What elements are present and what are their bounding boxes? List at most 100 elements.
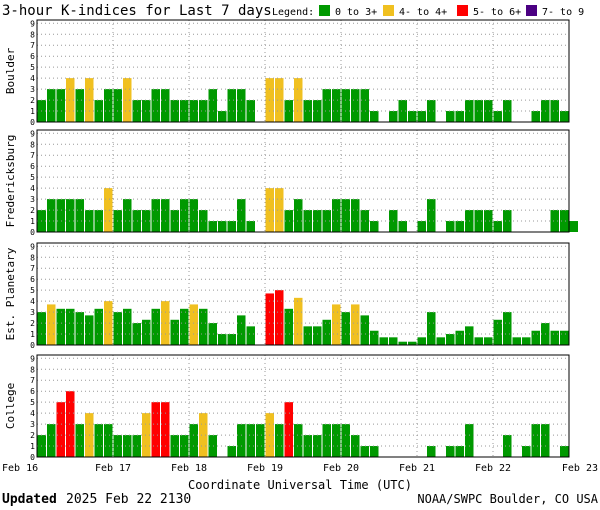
bar bbox=[341, 424, 350, 457]
panel-label: Est. Planetary bbox=[4, 247, 17, 340]
bar bbox=[417, 337, 426, 345]
bar bbox=[246, 100, 255, 122]
bar bbox=[303, 326, 312, 345]
source-credit: NOAA/SWPC Boulder, CO USA bbox=[417, 492, 598, 506]
bar bbox=[246, 221, 255, 232]
bar bbox=[142, 413, 151, 457]
bar bbox=[503, 210, 512, 232]
bar bbox=[218, 111, 227, 122]
bar bbox=[294, 424, 303, 457]
bar bbox=[170, 210, 179, 232]
bar bbox=[227, 89, 236, 122]
bar bbox=[294, 297, 303, 345]
bar bbox=[113, 312, 122, 345]
legend-swatch-purple bbox=[526, 5, 537, 16]
bar bbox=[123, 199, 132, 232]
panel-frame bbox=[36, 354, 570, 458]
y-tick-label: 2 bbox=[30, 319, 35, 328]
bar bbox=[123, 308, 132, 345]
bar bbox=[531, 330, 540, 345]
bar bbox=[237, 89, 246, 122]
bar bbox=[151, 402, 160, 457]
bar bbox=[446, 111, 455, 122]
panel-frame bbox=[36, 19, 570, 123]
bar bbox=[47, 199, 56, 232]
y-tick-label: 0 bbox=[30, 453, 35, 462]
legend-item-purple: 7- to 9 bbox=[542, 7, 584, 18]
bar bbox=[332, 199, 341, 232]
bar bbox=[341, 312, 350, 345]
bar bbox=[360, 315, 369, 345]
bar bbox=[294, 199, 303, 232]
panels: 0 1 2 3 4 5 6 7 8 9 Boulder 0 1 2 3 4 5 6 7 8 9 Fredericksbur… bbox=[4, 19, 578, 462]
bar bbox=[256, 424, 265, 457]
bar bbox=[37, 312, 46, 345]
bar bbox=[284, 402, 293, 457]
bar bbox=[75, 312, 84, 345]
bar bbox=[104, 301, 113, 345]
bar bbox=[180, 435, 189, 457]
panel-2: 0 1 2 3 4 5 6 7 8 9 Est. Planetary bbox=[4, 242, 570, 350]
bar bbox=[569, 221, 578, 232]
y-tick-label: 7 bbox=[30, 151, 35, 160]
bar bbox=[370, 330, 379, 345]
bar bbox=[104, 188, 113, 232]
y-tick-label: 9 bbox=[30, 354, 35, 363]
bar bbox=[322, 210, 331, 232]
bar bbox=[370, 111, 379, 122]
y-tick-label: 4 bbox=[30, 409, 35, 418]
bar bbox=[75, 199, 84, 232]
bar bbox=[123, 435, 132, 457]
bar bbox=[351, 199, 360, 232]
bar bbox=[170, 435, 179, 457]
bar bbox=[265, 293, 274, 345]
bar bbox=[550, 210, 559, 232]
bar bbox=[560, 210, 569, 232]
bar bbox=[189, 199, 198, 232]
bar bbox=[284, 210, 293, 232]
bar bbox=[275, 78, 284, 122]
bar bbox=[332, 424, 341, 457]
bar bbox=[503, 100, 512, 122]
y-tick-label: 5 bbox=[30, 173, 35, 182]
bar bbox=[408, 341, 417, 345]
y-tick-label: 8 bbox=[30, 365, 35, 374]
bar bbox=[132, 210, 141, 232]
bar bbox=[427, 312, 436, 345]
bar bbox=[56, 199, 65, 232]
bar bbox=[303, 435, 312, 457]
updated-label: Updated bbox=[2, 492, 57, 507]
bar bbox=[398, 221, 407, 232]
bar bbox=[47, 304, 56, 345]
bar bbox=[322, 319, 331, 345]
bar bbox=[199, 210, 208, 232]
y-tick-label: 8 bbox=[30, 140, 35, 149]
bar bbox=[484, 100, 493, 122]
bar bbox=[493, 111, 502, 122]
y-tick-label: 2 bbox=[30, 206, 35, 215]
bar bbox=[237, 424, 246, 457]
bar bbox=[541, 424, 550, 457]
bar bbox=[370, 221, 379, 232]
bar bbox=[170, 319, 179, 345]
bar bbox=[493, 319, 502, 345]
bar bbox=[47, 89, 56, 122]
y-tick-label: 0 bbox=[30, 228, 35, 237]
bar bbox=[427, 100, 436, 122]
x-tick-labels: Feb 16 Feb 17 Feb 18 Feb 19 Feb 20 Feb 21 Feb … bbox=[2, 463, 598, 474]
bar bbox=[199, 413, 208, 457]
bar bbox=[246, 424, 255, 457]
bar bbox=[275, 290, 284, 345]
bar bbox=[189, 424, 198, 457]
legend-label: Legend: bbox=[272, 7, 314, 18]
bar bbox=[370, 446, 379, 457]
bar bbox=[446, 221, 455, 232]
bar bbox=[465, 326, 474, 345]
bar bbox=[56, 89, 65, 122]
updated-value: 2025 Feb 22 2130 bbox=[66, 492, 191, 507]
legend: 0 to 3+ 4- to 4+ 5- to 6+ 7- to 9 bbox=[319, 5, 584, 18]
bar bbox=[56, 402, 65, 457]
bar bbox=[531, 111, 540, 122]
y-tick-label: 5 bbox=[30, 63, 35, 72]
bar bbox=[341, 89, 350, 122]
